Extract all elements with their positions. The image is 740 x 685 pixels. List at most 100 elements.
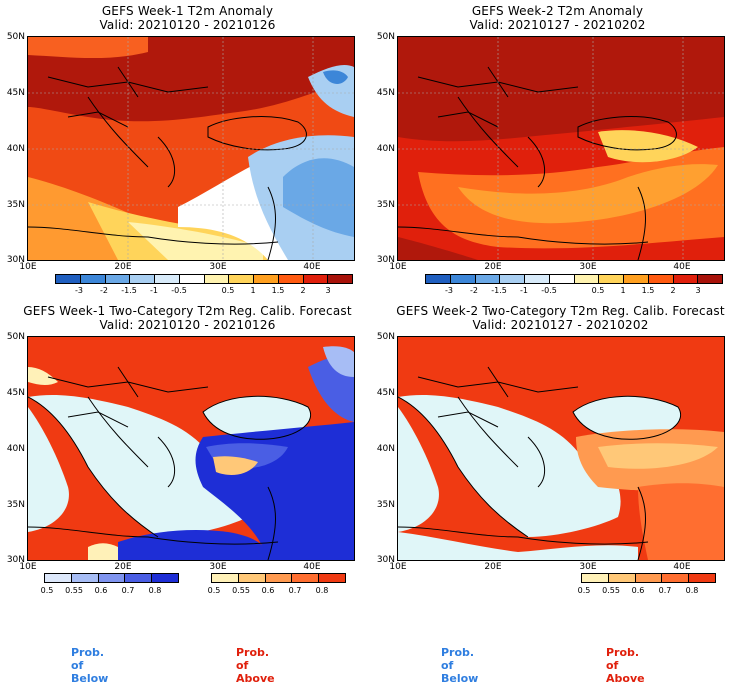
lon-label: 10E bbox=[19, 262, 37, 272]
colorbar-swatch bbox=[229, 275, 254, 283]
title-line1: GEFS Week-1 Two-Category T2m Reg. Calib.… bbox=[23, 304, 352, 318]
colorbar-swatch bbox=[599, 275, 624, 283]
colorbar-swatch bbox=[549, 275, 575, 283]
above-label: 0.7 bbox=[288, 586, 302, 595]
title-line1: GEFS Week-2 Two-Category T2m Reg. Calib.… bbox=[396, 304, 725, 318]
colorbar-label: -1 bbox=[150, 286, 158, 295]
lat-label: 35N bbox=[376, 500, 395, 510]
below-label: 0.55 bbox=[65, 586, 83, 595]
above-label: 0.8 bbox=[685, 586, 699, 595]
colorbar-swatch bbox=[608, 574, 636, 582]
colorbar-swatch bbox=[574, 275, 600, 283]
colorbar-swatch bbox=[152, 574, 178, 582]
colorbar-label: -2 bbox=[100, 286, 108, 295]
colorbar-swatch bbox=[265, 574, 293, 582]
colorbar-label: 1 bbox=[620, 286, 626, 295]
colorbar-swatch bbox=[450, 275, 476, 283]
colorbar-swatch bbox=[475, 275, 501, 283]
colorbar-swatch bbox=[582, 574, 609, 582]
lon-label: 10E bbox=[389, 262, 407, 272]
colorbar-label: -1 bbox=[520, 286, 528, 295]
colorbar-swatch bbox=[500, 275, 525, 283]
lat-label: 40N bbox=[376, 444, 395, 454]
panel-title: GEFS Week-2 T2m Anomaly Valid: 20210127 … bbox=[390, 4, 725, 32]
colorbar-swatch bbox=[155, 275, 180, 283]
title-line1: GEFS Week-2 T2m Anomaly bbox=[471, 4, 644, 18]
above-label: 0.6 bbox=[631, 586, 645, 595]
anomaly-colorbar bbox=[425, 274, 723, 284]
lon-label: 30E bbox=[209, 562, 227, 572]
probability-map bbox=[27, 336, 355, 561]
lat-label: 35N bbox=[6, 200, 25, 210]
colorbar-label: -2 bbox=[470, 286, 478, 295]
colorbar-swatch bbox=[698, 275, 722, 283]
colorbar-swatch bbox=[80, 275, 106, 283]
above-label: 0.6 bbox=[261, 586, 275, 595]
title-line1: GEFS Week-1 T2m Anomaly bbox=[101, 4, 274, 18]
lon-label: 40E bbox=[303, 262, 321, 272]
colorbar-swatch bbox=[635, 574, 663, 582]
above-label: 0.7 bbox=[658, 586, 672, 595]
title-line2: Valid: 20210127 - 20210202 bbox=[469, 18, 646, 32]
title-line2: Valid: 20210120 - 20210126 bbox=[99, 18, 276, 32]
colorbar-label: 2 bbox=[300, 286, 306, 295]
lat-label: 50N bbox=[376, 332, 395, 342]
probability-map bbox=[397, 336, 725, 561]
prob-below-label: Prob. of Below bbox=[71, 646, 109, 685]
colorbar-swatch bbox=[238, 574, 266, 582]
lon-label: 30E bbox=[579, 562, 597, 572]
lon-label: 20E bbox=[484, 262, 502, 272]
lat-label: 45N bbox=[376, 88, 395, 98]
colorbar-label: 1.5 bbox=[271, 286, 285, 295]
map-canvas bbox=[398, 37, 724, 260]
lat-label: 40N bbox=[6, 144, 25, 154]
lat-label: 40N bbox=[6, 444, 25, 454]
colorbar-label: 1.5 bbox=[641, 286, 655, 295]
panel-title: GEFS Week-1 T2m Anomaly Valid: 20210120 … bbox=[20, 4, 355, 32]
prob-above-label: Prob. of Above bbox=[236, 646, 275, 685]
anomaly-map bbox=[397, 36, 725, 261]
colorbar-swatch bbox=[426, 275, 451, 283]
lon-label: 40E bbox=[673, 262, 691, 272]
anomaly-map bbox=[27, 36, 355, 261]
above-colorbar bbox=[211, 573, 346, 583]
colorbar-label: 0.5 bbox=[591, 286, 605, 295]
below-label: 0.7 bbox=[121, 586, 135, 595]
colorbar-label: -0.5 bbox=[541, 286, 557, 295]
lon-label: 20E bbox=[114, 562, 132, 572]
above-colorbar bbox=[581, 573, 716, 583]
colorbar-swatch bbox=[673, 275, 699, 283]
colorbar-label: -1.5 bbox=[121, 286, 137, 295]
colorbar-label: 0.5 bbox=[221, 286, 235, 295]
colorbar-swatch bbox=[278, 275, 304, 283]
colorbar-swatch bbox=[303, 275, 329, 283]
colorbar-label: -3 bbox=[75, 286, 83, 295]
colorbar-swatch bbox=[179, 275, 205, 283]
lat-label: 35N bbox=[6, 500, 25, 510]
colorbar-label: -3 bbox=[445, 286, 453, 295]
colorbar-swatch bbox=[319, 574, 345, 582]
colorbar-swatch bbox=[525, 275, 550, 283]
map-canvas bbox=[28, 337, 354, 560]
colorbar-swatch bbox=[328, 275, 352, 283]
panel-title: GEFS Week-1 Two-Category T2m Reg. Calib.… bbox=[10, 304, 365, 332]
colorbar-swatch bbox=[624, 275, 649, 283]
colorbar-swatch bbox=[689, 574, 715, 582]
above-label: 0.55 bbox=[232, 586, 250, 595]
title-line2: Valid: 20210120 - 20210126 bbox=[99, 318, 276, 332]
above-label: 0.8 bbox=[315, 586, 329, 595]
above-label: 0.5 bbox=[207, 586, 221, 595]
colorbar-label: 1 bbox=[250, 286, 256, 295]
colorbar-swatch bbox=[130, 275, 155, 283]
map-canvas bbox=[28, 37, 354, 260]
colorbar-label: 3 bbox=[325, 286, 331, 295]
colorbar-swatch bbox=[254, 275, 279, 283]
below-label: 0.8 bbox=[148, 586, 162, 595]
colorbar-swatch bbox=[212, 574, 239, 582]
lon-label: 40E bbox=[673, 562, 691, 572]
colorbar-swatch bbox=[105, 275, 131, 283]
lon-label: 40E bbox=[303, 562, 321, 572]
lon-label: 10E bbox=[389, 562, 407, 572]
anomaly-colorbar bbox=[55, 274, 353, 284]
lon-label: 20E bbox=[484, 562, 502, 572]
